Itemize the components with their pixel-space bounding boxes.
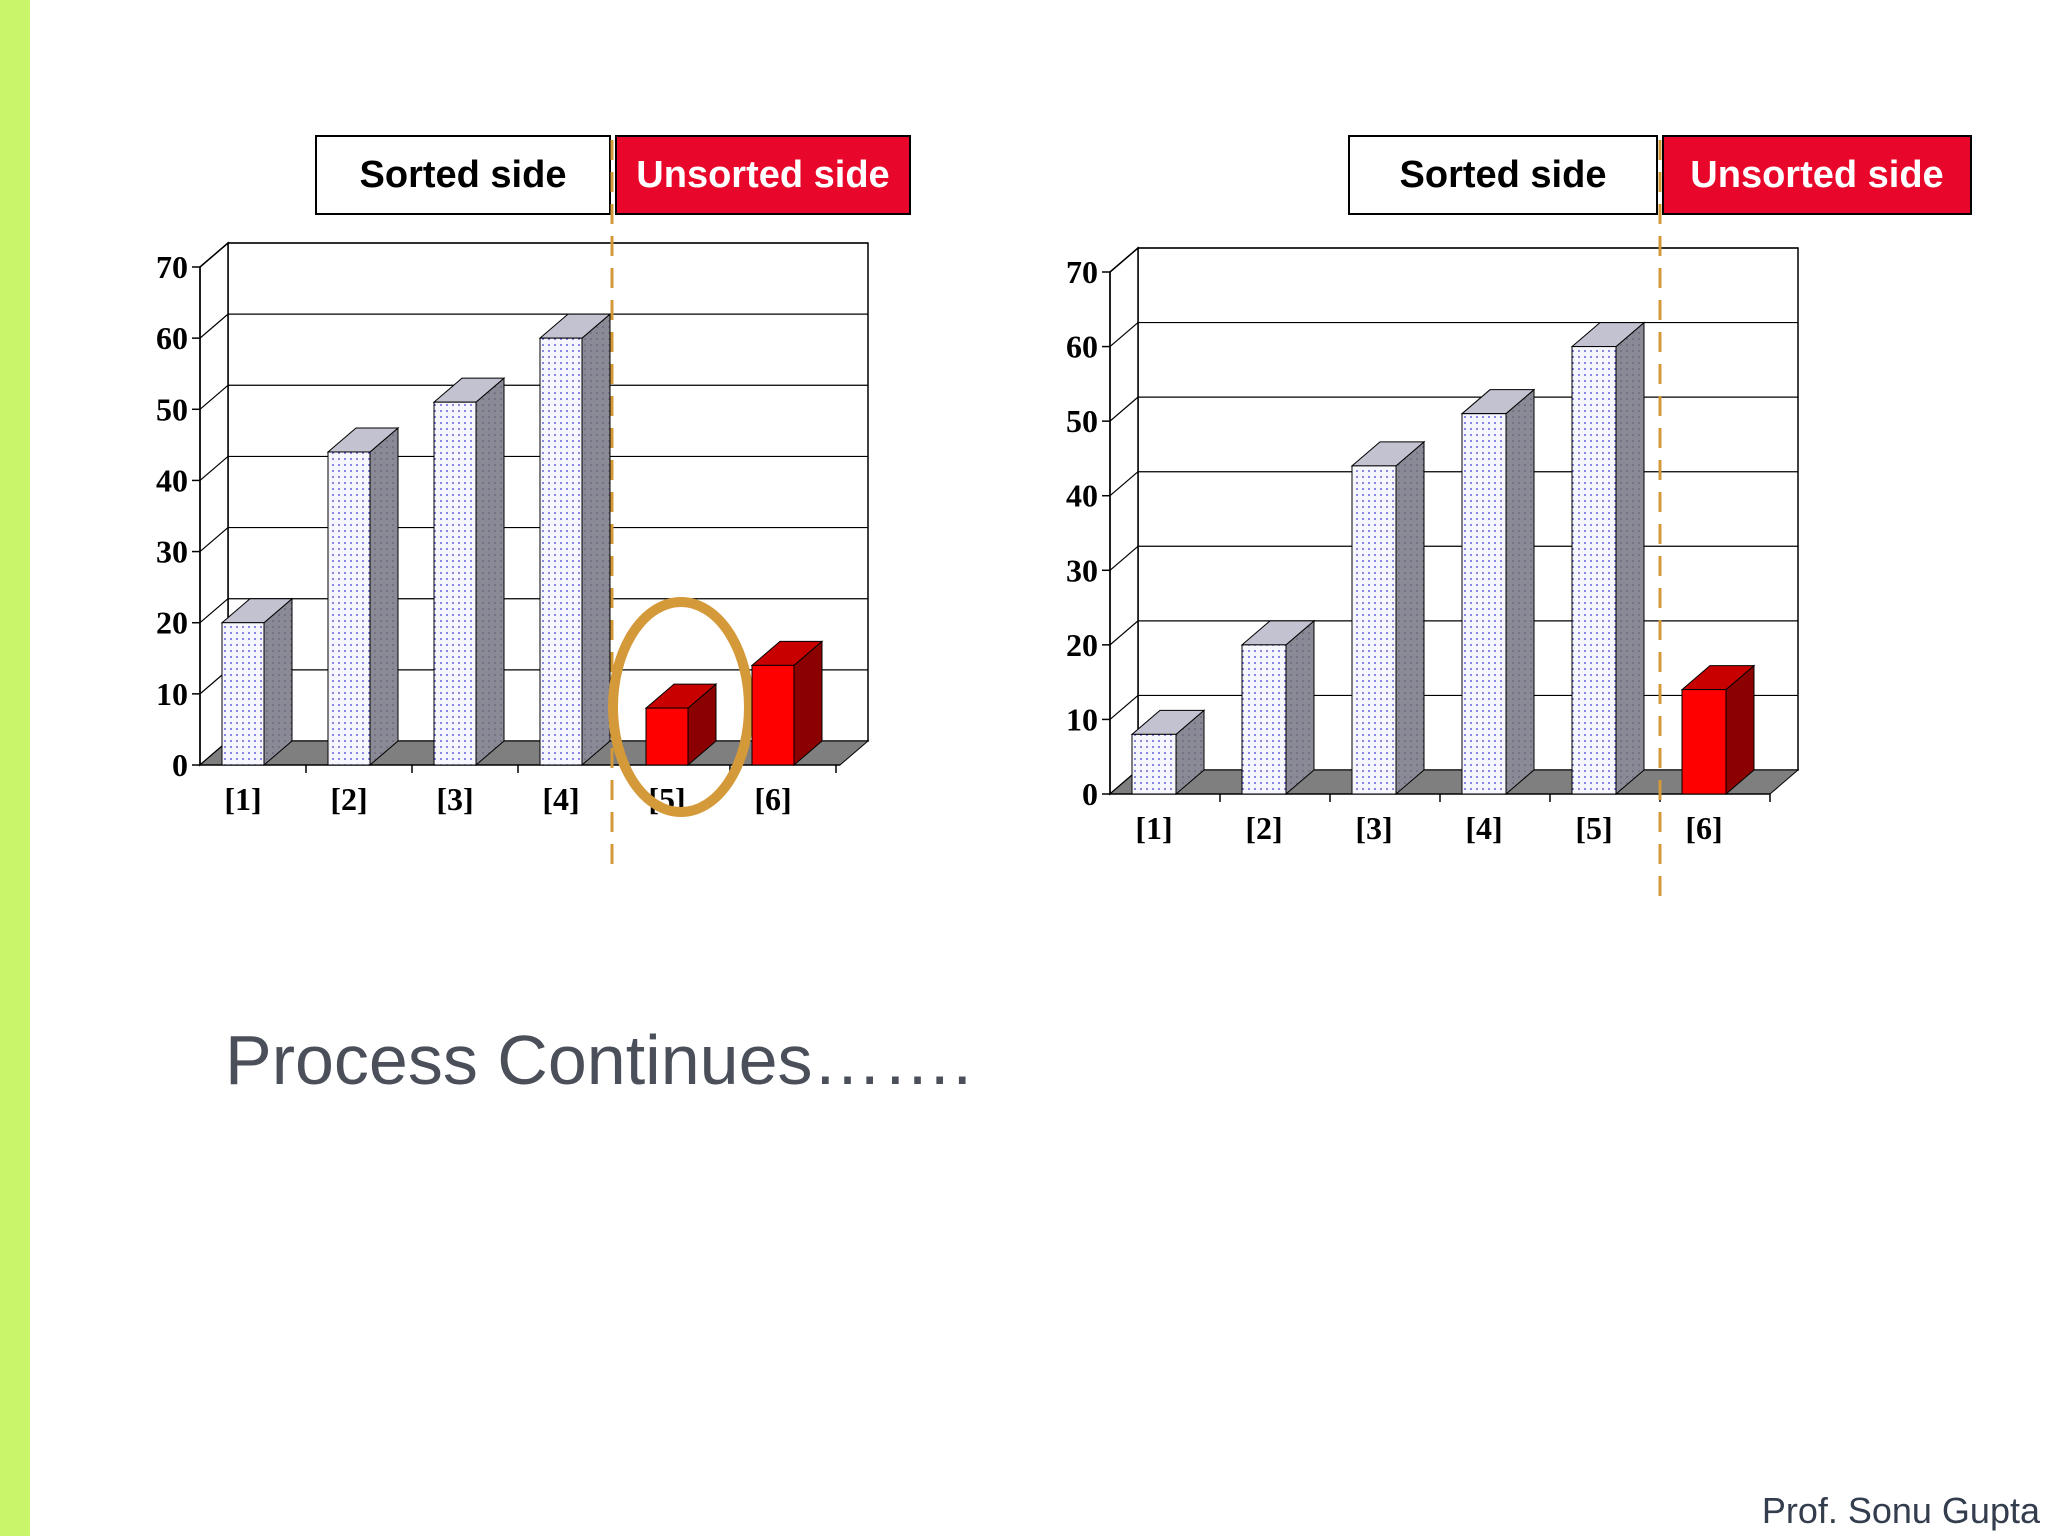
accent-bar bbox=[0, 0, 30, 1536]
y-tick-label: 10 bbox=[156, 676, 188, 712]
caption-text: Process Continues……. bbox=[225, 1021, 972, 1099]
x-category-label: [1] bbox=[1135, 810, 1172, 846]
x-category-label: [3] bbox=[436, 781, 473, 817]
y-tick-label: 40 bbox=[1066, 478, 1098, 514]
y-tick-label: 0 bbox=[172, 747, 188, 783]
y-tick-label: 70 bbox=[1066, 254, 1098, 290]
gridline-diagonal bbox=[1109, 396, 1139, 422]
y-tick-label: 30 bbox=[156, 534, 188, 570]
bar-5 bbox=[644, 682, 718, 767]
y-tick-label: 20 bbox=[1066, 627, 1098, 663]
y-tick-label: 60 bbox=[1066, 329, 1098, 365]
bar-6 bbox=[750, 640, 824, 767]
bar-face bbox=[1351, 465, 1397, 795]
bar-side bbox=[475, 377, 505, 767]
bar-2 bbox=[1240, 619, 1316, 796]
gridline-diagonal bbox=[199, 313, 229, 339]
bar-face bbox=[221, 622, 265, 766]
y-tick-label: 50 bbox=[1066, 403, 1098, 439]
y-tick-label: 60 bbox=[156, 320, 188, 356]
bar-4 bbox=[538, 313, 612, 767]
gridline-diagonal bbox=[199, 527, 229, 553]
bar-3 bbox=[432, 377, 506, 767]
bar-face bbox=[327, 451, 371, 766]
y-tick-label: 10 bbox=[1066, 701, 1098, 737]
bar-1 bbox=[220, 597, 294, 767]
bar-side bbox=[581, 313, 611, 767]
bar-face bbox=[1681, 689, 1727, 795]
y-tick-label: 40 bbox=[156, 462, 188, 498]
y-tick-label: 0 bbox=[1082, 776, 1098, 812]
bar-face bbox=[539, 337, 583, 766]
bar-chart-right: Sorted side Unsorted side 0 10 20 30 40 50 60 7… bbox=[1000, 120, 2000, 920]
bar-face bbox=[1571, 346, 1617, 795]
legend-unsorted-side: Unsorted side bbox=[1662, 135, 1972, 215]
bar-side bbox=[263, 597, 293, 767]
plot-side-wall bbox=[1109, 246, 1139, 796]
bar-face bbox=[1241, 644, 1287, 795]
x-category-label: [6] bbox=[754, 781, 791, 817]
bar-side bbox=[1285, 619, 1315, 796]
bar-chart-left: Sorted side Unsorted side 0 10 20 30 40 50 60 7… bbox=[90, 120, 950, 880]
y-tick-label: 30 bbox=[1066, 552, 1098, 588]
x-category-label: [4] bbox=[542, 781, 579, 817]
y-tick-label: 70 bbox=[156, 249, 188, 285]
highlight-circle bbox=[608, 597, 754, 817]
x-category-label: [3] bbox=[1355, 810, 1392, 846]
bar-5 bbox=[1570, 321, 1646, 796]
bar-face bbox=[433, 401, 477, 766]
bar-4 bbox=[1460, 388, 1536, 796]
chart-right-plot: 0 10 20 30 40 50 60 70 [1] [2] [3] [4] [5] [6] bbox=[1066, 140, 1800, 900]
x-category-label: [5] bbox=[1575, 810, 1612, 846]
gridline-diagonal bbox=[1109, 620, 1139, 646]
x-category-label: [6] bbox=[1685, 810, 1722, 846]
bar-side bbox=[369, 426, 399, 767]
bar-2 bbox=[326, 426, 400, 767]
x-category-label: [2] bbox=[330, 781, 367, 817]
gridline-diagonal bbox=[199, 242, 229, 268]
y-tick-label: 20 bbox=[156, 605, 188, 641]
legend-unsorted-side: Unsorted side bbox=[615, 135, 911, 215]
legend-sorted-side: Sorted side bbox=[1348, 135, 1658, 215]
x-category-label: [2] bbox=[1245, 810, 1282, 846]
bar-side bbox=[1615, 321, 1645, 796]
gridline-diagonal bbox=[199, 384, 229, 410]
legend-sorted-side: Sorted side bbox=[315, 135, 611, 215]
bar-3 bbox=[1350, 440, 1426, 796]
bar-face bbox=[751, 664, 795, 766]
gridline-diagonal bbox=[1109, 322, 1139, 348]
bar-side bbox=[1505, 388, 1535, 796]
bar-1 bbox=[1130, 709, 1206, 796]
x-category-label: [4] bbox=[1465, 810, 1502, 846]
gridline-diagonal bbox=[1109, 545, 1139, 571]
gridline-diagonal bbox=[199, 455, 229, 481]
bar-face bbox=[1461, 413, 1507, 795]
footer-author: Prof. Sonu Gupta bbox=[1761, 1490, 2040, 1531]
gridline-diagonal bbox=[1109, 471, 1139, 497]
bar-face bbox=[645, 707, 689, 766]
gridline-diagonal bbox=[1109, 247, 1139, 273]
bar-side bbox=[1395, 440, 1425, 796]
y-tick-label: 50 bbox=[156, 391, 188, 427]
gridline-diagonal bbox=[199, 598, 229, 624]
bar-face bbox=[1131, 733, 1177, 795]
x-category-label: [1] bbox=[224, 781, 261, 817]
bar-6 bbox=[1680, 664, 1756, 796]
gridline-diagonal bbox=[1109, 694, 1139, 720]
